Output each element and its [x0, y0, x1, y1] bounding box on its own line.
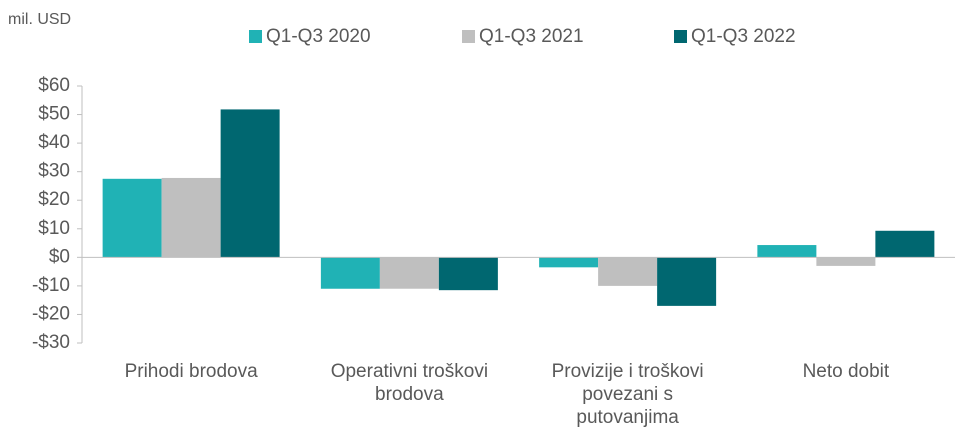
- bar: [657, 257, 717, 306]
- legend-swatch: [249, 30, 262, 43]
- y-tick-label: $20: [38, 189, 70, 210]
- bar: [598, 257, 658, 286]
- bar: [875, 230, 935, 258]
- x-tick-label: Provizije i troškovi povezani s putovanj…: [551, 361, 704, 428]
- y-tick-label: $50: [38, 104, 70, 125]
- bar: [816, 257, 876, 266]
- y-tick-label: $0: [49, 246, 70, 267]
- unit-label: mil. USD: [8, 11, 71, 28]
- x-tick-label: Neto dobit: [802, 361, 890, 382]
- bar: [220, 109, 280, 258]
- legend-swatch: [462, 30, 475, 43]
- y-tick-label: -$30: [32, 332, 70, 353]
- bar: [320, 257, 380, 289]
- x-tick-label: Prihodi brodova: [124, 361, 258, 382]
- legend-label: Q1-Q3 2022: [691, 26, 796, 47]
- bar: [757, 245, 817, 258]
- legend-label: Q1-Q3 2021: [479, 26, 584, 47]
- legend-swatch: [674, 30, 687, 43]
- bar: [161, 177, 221, 258]
- y-tick-label: $40: [38, 132, 70, 153]
- y-tick-label: -$20: [32, 303, 70, 324]
- legend-label: Q1-Q3 2020: [266, 26, 371, 47]
- y-tick-label: -$10: [32, 275, 70, 296]
- bar: [102, 178, 162, 258]
- y-tick-label: $60: [38, 75, 70, 96]
- bar: [438, 257, 498, 291]
- y-tick-label: $30: [38, 161, 70, 182]
- x-tick-label: Operativni troškovi brodova: [330, 361, 489, 405]
- bar: [539, 257, 599, 268]
- bar: [379, 257, 439, 289]
- y-tick-label: $10: [38, 218, 70, 239]
